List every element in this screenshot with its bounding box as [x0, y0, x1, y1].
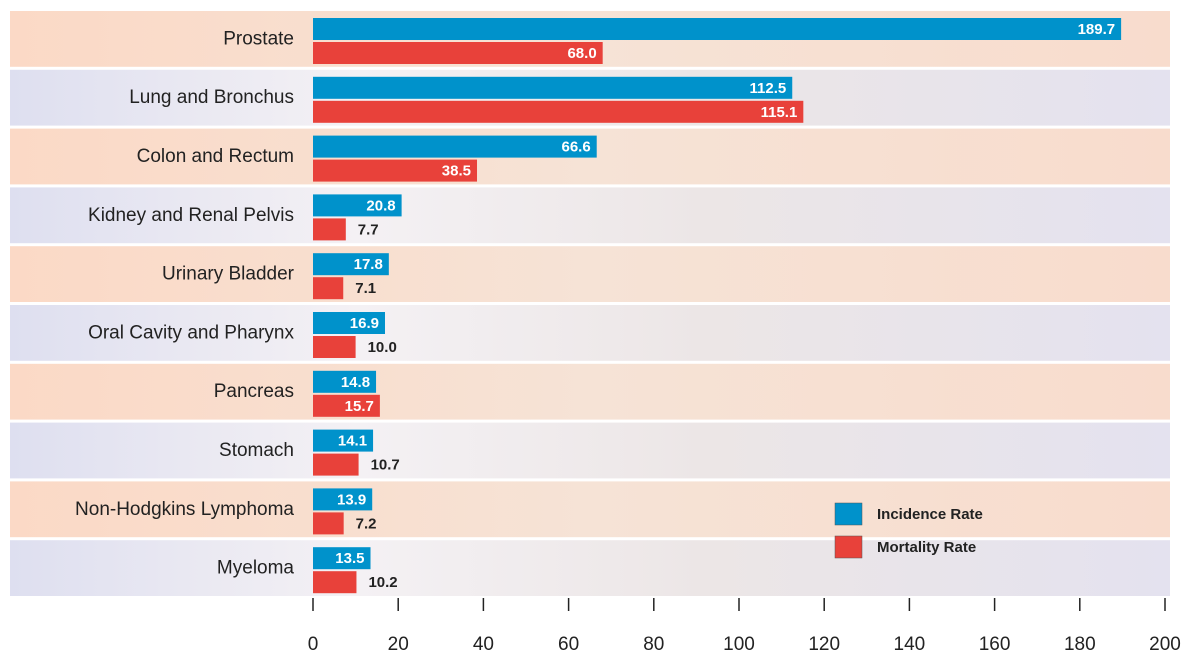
x-tick-label: 160 [979, 634, 1011, 655]
row-band [10, 305, 1170, 361]
value-label: 17.8 [354, 256, 383, 273]
row-band [10, 187, 1170, 244]
x-tick-label: 0 [308, 634, 319, 655]
bar [313, 18, 1122, 40]
bar [313, 218, 346, 241]
bar [313, 488, 373, 511]
bar [313, 370, 377, 393]
x-tick-label: 60 [558, 634, 579, 655]
category-label: Oral Cavity and Pharynx [88, 322, 294, 343]
row-band [10, 363, 1170, 420]
category-label: Lung and Bronchus [129, 87, 294, 108]
bar [313, 312, 385, 334]
x-tick-label: 80 [643, 634, 664, 655]
value-label: 66.6 [562, 139, 591, 156]
bar [313, 336, 356, 358]
category-label: Non-Hodgkins Lymphoma [75, 499, 294, 520]
x-tick-label: 120 [808, 634, 840, 655]
value-label: 68.0 [567, 45, 596, 62]
legend-label: Mortality Rate [877, 539, 976, 556]
value-label: 14.8 [341, 374, 370, 391]
x-tick-label: 200 [1149, 634, 1181, 655]
bar [313, 547, 371, 570]
bar [313, 42, 603, 64]
value-label: 7.1 [355, 280, 376, 297]
bar [313, 571, 357, 594]
x-tick-label: 20 [388, 634, 409, 655]
value-label: 16.9 [350, 315, 379, 332]
value-label: 14.1 [338, 433, 367, 450]
legend-swatch [834, 502, 863, 526]
category-label: Urinary Bladder [162, 264, 295, 285]
value-label: 15.7 [345, 398, 374, 415]
x-tick-label: 40 [473, 634, 494, 655]
value-label: 10.2 [368, 574, 397, 591]
row-band [10, 540, 1170, 596]
value-label: 115.1 [761, 104, 798, 121]
category-label: Myeloma [217, 558, 295, 579]
bar [313, 394, 380, 417]
bar [313, 159, 478, 182]
x-tick-label: 180 [1064, 634, 1096, 655]
value-label: 13.9 [337, 491, 366, 508]
bar [313, 100, 804, 123]
x-tick-label: 100 [723, 634, 755, 655]
bar [313, 453, 359, 476]
value-label: 38.5 [442, 163, 471, 180]
value-label: 20.8 [366, 197, 395, 214]
value-label: 7.2 [356, 515, 377, 532]
value-label: 13.5 [335, 550, 364, 567]
row-band [10, 481, 1170, 538]
legend-label: Incidence Rate [877, 506, 983, 523]
bar [313, 76, 793, 99]
row-band [10, 422, 1170, 479]
bar [313, 135, 597, 158]
row-bands [10, 11, 1170, 596]
x-tick-label: 140 [894, 634, 926, 655]
bar [313, 429, 374, 452]
bar [313, 277, 344, 300]
category-label: Stomach [219, 440, 294, 461]
category-label: Pancreas [214, 381, 294, 402]
category-label: Kidney and Renal Pelvis [88, 205, 294, 226]
bar [313, 194, 402, 217]
value-label: 112.5 [750, 80, 787, 97]
value-label: 10.7 [371, 457, 400, 474]
value-label: 7.7 [358, 221, 379, 238]
category-label: Prostate [223, 28, 294, 49]
value-label: 189.7 [1078, 21, 1116, 38]
bar [313, 253, 389, 276]
legend-swatch [834, 535, 863, 559]
row-band [10, 246, 1170, 302]
category-label: Colon and Rectum [137, 146, 294, 167]
value-label: 10.0 [368, 339, 397, 356]
bar [313, 512, 344, 535]
